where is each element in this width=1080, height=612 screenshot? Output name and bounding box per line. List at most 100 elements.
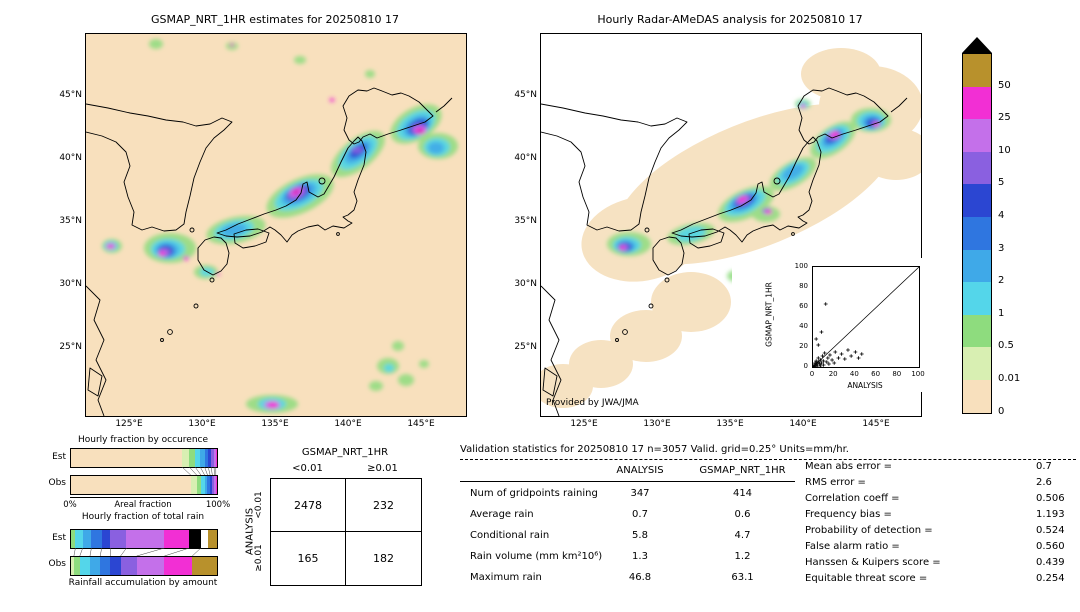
map-lon-tick-label: 135°E	[261, 419, 289, 429]
map-lat-tick-label: 30°N	[514, 279, 537, 289]
colorbar-tick-label: 0	[998, 405, 1005, 417]
stats-analysis-value: 1.3	[632, 551, 648, 562]
stats-analysis-value: 5.8	[632, 530, 648, 541]
totalrain-est-label: Est	[52, 533, 66, 543]
contingency-col-header-lt: <0.01	[292, 463, 323, 474]
occurrence-obs-bar	[70, 475, 218, 495]
bar-segment-violet	[136, 557, 165, 575]
stats-analysis-value: 347	[630, 488, 650, 499]
totalrain-chart-title: Hourly fraction of total rain	[81, 512, 205, 522]
bar-segment-blue4	[208, 449, 212, 467]
bar-segment-violet	[214, 449, 216, 467]
metric-label: Equitable threat score =	[805, 573, 928, 584]
stats-gsmap-value: 0.6	[734, 509, 751, 520]
stats-header-divider	[460, 481, 795, 482]
bar-segment-blue2	[89, 557, 101, 575]
bar-segment-magenta	[164, 557, 193, 575]
inset-scatter-svg	[813, 267, 919, 367]
contingency-cell-10: 165	[271, 532, 346, 585]
bar-segment-green	[189, 449, 196, 467]
stats-gsmap-value: 4.7	[734, 530, 751, 541]
metric-label: False alarm ratio =	[805, 541, 900, 552]
map-lon-tick-label: 130°E	[643, 419, 671, 429]
colorbar-tick-label: 4	[998, 210, 1005, 221]
totalrain-obs-bar	[70, 556, 218, 576]
bar-segment-cyan	[195, 449, 201, 467]
bar-segment-green	[73, 557, 80, 575]
inset-y-tick-label: 0	[803, 362, 808, 370]
metric-label: Correlation coeff =	[805, 493, 900, 504]
map-lon-tick-label: 140°E	[334, 419, 362, 429]
map-lon-tick-label: 125°E	[570, 419, 598, 429]
bar-segment-blue3	[100, 557, 111, 575]
bar-segment-magenta	[215, 449, 217, 467]
inset-scatter-points	[813, 302, 864, 367]
bar-segment-blue4	[110, 557, 121, 575]
map-lon-tick-label: 140°E	[789, 419, 817, 429]
bar-segment-violet	[126, 530, 165, 548]
map-lat-tick-label: 35°N	[514, 216, 537, 226]
map-lat-tick-label: 45°N	[59, 90, 82, 100]
bar-segment-olive	[192, 557, 217, 575]
metric-label: Frequency bias =	[805, 509, 892, 520]
stats-col-analysis: ANALYSIS	[616, 465, 664, 476]
radar-precip-field	[607, 99, 891, 282]
metric-label: Hanssen & Kuipers score =	[805, 557, 941, 568]
totalrain-est-bar	[70, 529, 218, 549]
stats-title: Validation statistics for 20250810 17 n=…	[460, 444, 849, 455]
bar-segment-cyan	[75, 530, 83, 548]
colorbar-segment-4	[963, 184, 991, 217]
inset-y-tick-label: 80	[799, 282, 808, 290]
bar-segment-blue2	[204, 476, 208, 494]
stats-gsmap-value: 414	[732, 488, 753, 499]
totalrain-obs-label: Obs	[48, 559, 67, 569]
radar-amedas-map	[540, 33, 922, 417]
colorbar-tick-label: 2	[998, 275, 1005, 287]
metric-value: 1.193	[1036, 509, 1065, 520]
occurrence-chart-title: Hourly fraction by occurence	[77, 435, 209, 445]
inset-y-tick-label: 40	[799, 322, 808, 330]
map-lat-tick-label: 40°N	[59, 153, 82, 163]
bar-segment-palegreen	[71, 557, 74, 575]
contingency-cell-01: 232	[346, 479, 421, 532]
right-map-title: Hourly Radar-AMeDAS analysis for 2025081…	[597, 13, 863, 26]
areal-fraction-axis	[70, 497, 218, 498]
totalrain-chart-caption: Rainfall accumulation by amount	[68, 578, 218, 588]
bar-segment-blue3	[204, 449, 209, 467]
areal-fraction-axis-label: Areal fraction	[114, 500, 172, 510]
bar-segment-green	[71, 530, 76, 548]
radar-amedas-map-svg	[541, 34, 921, 416]
stats-analysis-value: 46.8	[628, 572, 652, 583]
map-lat-tick-label: 40°N	[514, 153, 537, 163]
metric-value: 0.439	[1036, 557, 1065, 568]
occurrence-est-bar	[70, 448, 218, 468]
metric-value: 2.6	[1036, 477, 1052, 488]
map-lat-tick-label: 35°N	[59, 216, 82, 226]
bar-segment-cyan	[200, 476, 205, 494]
areal-fraction-max: 100%	[205, 500, 231, 510]
bar-segment-white	[200, 530, 209, 548]
stats-row-label: Num of gridpoints raining	[470, 488, 598, 499]
contingency-row-header-lt: <0.01	[254, 491, 264, 519]
bar-segment-purple	[211, 449, 215, 467]
colorbar-segment-25	[963, 86, 991, 120]
contingency-title: GSMAP_NRT_1HR	[301, 447, 389, 458]
metric-value: 0.506	[1036, 493, 1065, 504]
bar-segment-peach	[71, 449, 182, 467]
bar-segment-purple	[212, 476, 215, 494]
colorbar-tick-label: 0.01	[998, 373, 1021, 384]
bar-segment-blue2	[200, 449, 205, 467]
bar-segment-blue3	[207, 476, 211, 494]
colorbar-segment-2	[963, 249, 991, 283]
inset-y-tick-label: 60	[799, 302, 808, 310]
inset-y-axis-label: GSMAP_NRT_1HR	[764, 282, 774, 347]
metric-value: 0.254	[1036, 573, 1065, 584]
stats-row-label: Conditional rain	[470, 530, 550, 541]
inset-x-tick-label: 40	[849, 370, 859, 378]
bar-segment-peach	[71, 476, 191, 494]
map-lon-tick-label: 145°E	[862, 419, 890, 429]
bar-segment-palegreen	[190, 476, 197, 494]
stats-analysis-value: 0.7	[632, 509, 648, 520]
stats-col-gsmap: GSMAP_NRT_1HR	[699, 465, 786, 476]
